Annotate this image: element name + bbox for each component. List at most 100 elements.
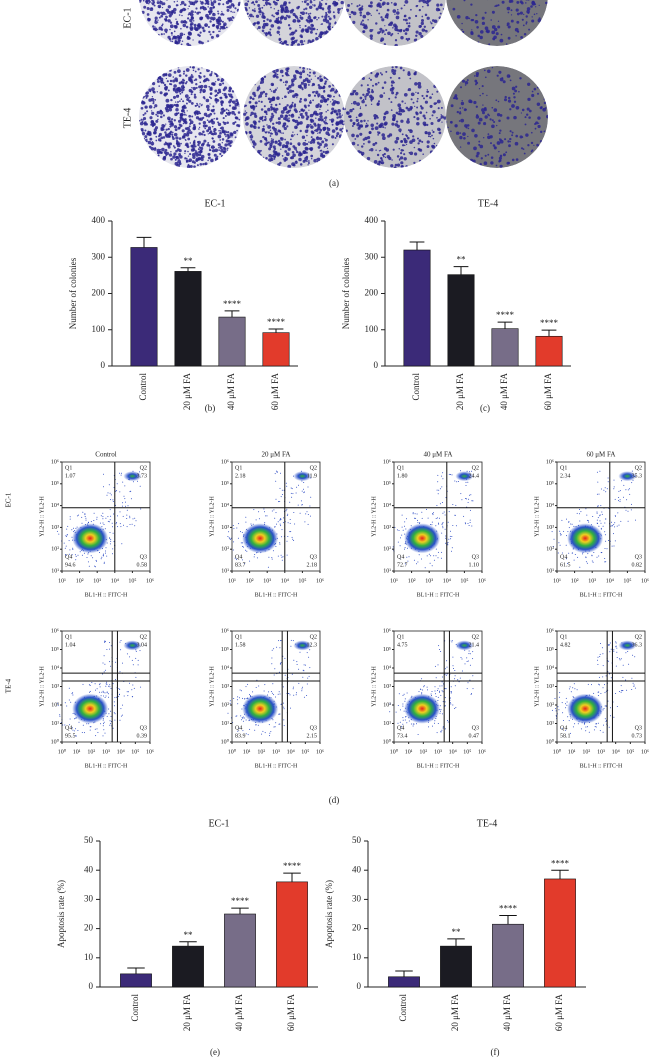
event-dot [432,514,434,516]
colony [184,150,187,153]
event-dot [304,521,306,523]
colony [194,105,197,107]
colony-images [139,0,548,168]
event-dot [271,557,273,559]
colony [409,140,413,144]
colony [480,30,484,34]
event-dot [417,519,418,521]
colony [186,17,190,20]
colony [491,124,495,129]
colony [213,128,217,132]
colony [390,2,393,4]
colony [392,27,394,29]
colony [407,24,411,28]
colony [318,142,322,147]
colony [268,154,272,158]
colony [322,126,327,131]
event-dot [414,517,415,519]
colony [403,14,407,18]
colony [363,26,366,29]
colony [484,115,488,119]
colony [144,121,147,124]
colony [440,114,442,116]
colony [195,149,197,152]
colony [164,28,168,33]
colony [159,110,164,115]
colony [193,165,196,168]
event-dot [442,523,444,525]
colony [306,129,309,132]
event-dot [67,525,69,527]
colony [197,33,200,37]
colony [213,153,217,157]
colony [254,8,256,10]
colony [259,91,264,95]
colony [161,4,164,6]
colony [189,131,193,135]
event-dot [307,486,309,488]
colony [187,155,190,157]
event-dot [275,512,277,514]
colony [376,102,380,106]
colony [356,5,359,8]
event-dot [116,483,118,485]
colony [220,100,224,104]
colony [285,73,289,77]
colony [198,85,202,89]
colony [319,75,322,78]
x-tick-label: 60 μM FA [270,373,280,411]
colony [431,129,433,131]
event-dot [233,528,235,530]
colony [220,126,224,130]
colony [176,22,180,26]
colony [217,12,220,15]
event-dot [241,559,243,561]
colony [394,13,396,15]
colony [188,160,191,163]
event-dot [469,509,471,511]
colony [404,102,406,105]
colony [173,11,176,14]
colony [284,6,287,9]
colony [318,35,320,38]
colony [265,113,268,116]
x-axis-label: BL1-H :: FITC-H [85,592,128,598]
colony [369,28,373,33]
colony [475,105,478,108]
event-dot [75,559,77,561]
colony [206,119,209,121]
colony [251,105,256,110]
event-dot [113,487,115,489]
event-dot [107,516,109,518]
colony [459,146,462,148]
colony [152,90,156,94]
colony [157,29,159,31]
colony [418,139,422,143]
event-dot [75,527,77,529]
colony [198,153,202,157]
colony [359,112,362,116]
event-dot [274,517,276,519]
colony [301,87,304,89]
colony [331,102,336,106]
colony [327,109,329,112]
colony [145,140,148,143]
colony [366,11,370,16]
colony [299,113,303,117]
event-dot [442,525,444,527]
colony [351,125,354,127]
colony [304,24,307,28]
colony [519,135,523,139]
colony [212,18,215,21]
colony [496,74,499,77]
colony [391,159,393,161]
event-dot [242,542,244,544]
colony [534,3,537,6]
colony [349,92,353,96]
event-dot [109,492,111,494]
colony [162,23,164,25]
colony [415,30,419,34]
colony [211,125,214,128]
colony [199,7,202,10]
colony [207,159,209,162]
